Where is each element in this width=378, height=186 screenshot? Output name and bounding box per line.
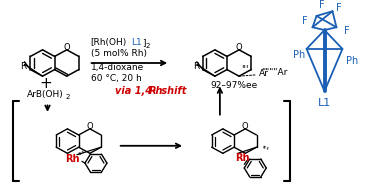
- Text: ''': ''': [241, 64, 249, 74]
- Text: Ar: Ar: [259, 69, 269, 78]
- Text: Rh: Rh: [65, 154, 79, 164]
- Text: L1: L1: [132, 38, 142, 47]
- Text: Rh: Rh: [235, 153, 249, 163]
- Text: F: F: [302, 16, 307, 26]
- Text: ArB(OH): ArB(OH): [27, 90, 64, 100]
- Text: O: O: [64, 43, 70, 52]
- Text: F: F: [344, 26, 349, 36]
- Text: R: R: [193, 62, 199, 71]
- Text: F: F: [319, 0, 324, 10]
- Text: Ph: Ph: [293, 50, 306, 60]
- Text: 60 °C, 20 h: 60 °C, 20 h: [91, 73, 141, 83]
- Text: +: +: [39, 76, 52, 91]
- Text: ]: ]: [143, 38, 146, 47]
- Text: O: O: [236, 43, 242, 52]
- Text: F: F: [336, 3, 341, 13]
- Text: ''': ''': [76, 149, 88, 161]
- Text: 2: 2: [146, 43, 150, 49]
- Text: 1,4-dioxane: 1,4-dioxane: [91, 63, 144, 72]
- Text: O: O: [87, 122, 93, 131]
- Text: 92–97%ee: 92–97%ee: [210, 81, 257, 90]
- Text: R: R: [20, 62, 27, 71]
- Text: L1: L1: [318, 97, 331, 108]
- Text: 2: 2: [65, 94, 70, 100]
- Text: via 1,4-: via 1,4-: [115, 86, 156, 96]
- Text: """"Ar: """"Ar: [261, 68, 287, 77]
- Text: O: O: [242, 122, 249, 131]
- Text: Rh: Rh: [149, 86, 164, 96]
- Text: shift: shift: [158, 86, 186, 96]
- Text: [Rh(OH): [Rh(OH): [91, 38, 127, 47]
- Text: ''': ''': [259, 144, 269, 156]
- Text: Ph: Ph: [346, 56, 358, 66]
- Text: (5 mol% Rh): (5 mol% Rh): [91, 49, 147, 58]
